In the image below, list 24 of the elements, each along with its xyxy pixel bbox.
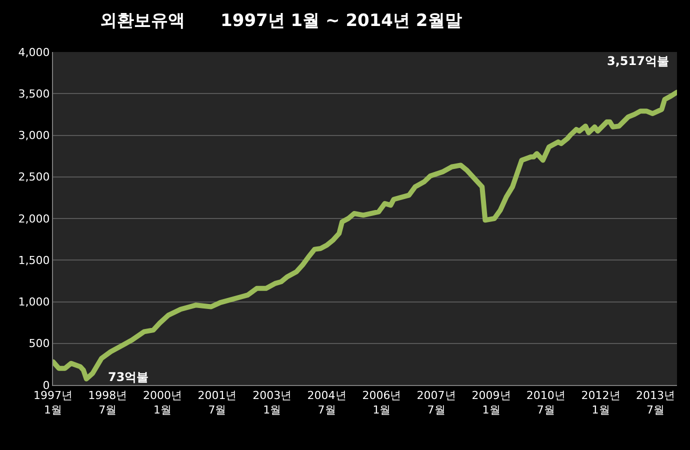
y-tick-label: 3,000 [18, 129, 50, 142]
y-tick-label: 1,000 [18, 296, 50, 309]
chart-title: 외환보유액 1997년 1월 ~ 2014년 2월말 [100, 11, 462, 32]
x-tick-label: 2000년 1월 [143, 389, 182, 416]
x-tick-label: 2013년 7월 [636, 389, 675, 416]
x-tick-label: 2007년 7월 [416, 389, 456, 416]
x-tick-label: 2003년 1월 [252, 389, 292, 416]
x-tick-label: 2009년 1월 [472, 389, 511, 416]
x-tick-label: 2006년 1월 [362, 389, 402, 416]
y-tick-label: 0 [42, 378, 50, 392]
x-tick-label: 1997년 1월 [34, 389, 72, 416]
annotation: 73억불 [108, 370, 149, 384]
annotation: 3,517억불 [607, 54, 669, 68]
y-tick-label: 2,500 [18, 170, 50, 184]
x-tick-label: 2010년 7월 [526, 389, 566, 416]
y-tick-label: 500 [28, 337, 50, 350]
x-tick-label: 2001년 7월 [198, 389, 237, 416]
x-tick-label: 2012년 1월 [581, 389, 620, 416]
x-tick-label: 1998년 7월 [88, 389, 128, 416]
y-tick-label: 1,500 [18, 254, 50, 267]
y-tick-label: 3,500 [18, 87, 50, 100]
y-tick-label: 4,000 [18, 46, 50, 59]
y-tick-label: 2,000 [18, 212, 50, 226]
x-tick-label: 2004년 7월 [307, 389, 346, 416]
